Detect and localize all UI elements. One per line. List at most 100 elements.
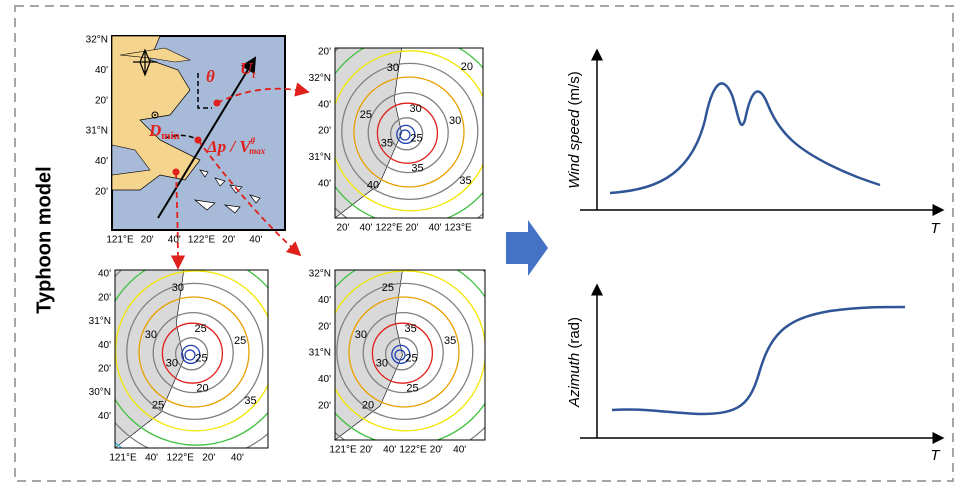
contour	[174, 337, 209, 371]
flow-arrow	[506, 220, 548, 276]
lat-label: 40'	[318, 295, 331, 306]
lon-label: 40'	[453, 445, 466, 456]
lon-label: 20'	[405, 223, 418, 234]
lat-label: 20'	[95, 95, 108, 106]
lon-label: 40'	[383, 445, 396, 456]
contour-label: 35	[459, 175, 471, 187]
ut-label: Ut	[240, 59, 256, 81]
contour	[353, 76, 465, 188]
connectors	[170, 82, 310, 270]
contour-label: 25	[195, 352, 207, 364]
contour-label: 25	[152, 400, 164, 412]
contour-label: 30	[449, 115, 461, 127]
contour	[181, 344, 201, 365]
lon-label: 122°E	[188, 235, 216, 246]
lat-label: 40'	[318, 374, 331, 385]
lon-label: 40'	[168, 235, 181, 246]
lat-label: 40'	[318, 178, 331, 189]
lat-label: 31°N	[309, 348, 331, 359]
lat-label: 20'	[95, 186, 108, 197]
contour	[362, 311, 444, 394]
map-frame	[114, 269, 269, 449]
contour-label: 30	[166, 357, 178, 369]
lat-label: 20'	[318, 321, 331, 332]
contour-label: 35	[244, 395, 256, 407]
contour-label: 30	[172, 282, 184, 294]
contour	[376, 102, 439, 164]
contour	[335, 50, 483, 212]
lon-label: 40'	[249, 235, 262, 246]
lat-label: 40'	[318, 99, 331, 110]
contour-label: 20	[196, 383, 208, 395]
dmin-label: Dmin	[148, 121, 180, 142]
contour-label: 30	[409, 103, 421, 115]
lon-label: 40'	[428, 223, 441, 234]
contour	[161, 322, 224, 384]
contour	[341, 62, 479, 201]
lat-label: 32°N	[309, 269, 331, 280]
map-frame	[334, 47, 484, 219]
lat-label: 20'	[318, 400, 331, 411]
contour-label: 25	[405, 352, 417, 364]
lat-label: 40'	[95, 156, 108, 167]
contour-label: 20	[461, 61, 473, 73]
lon-label: 122°E	[375, 223, 403, 234]
contour-label: 25	[234, 335, 246, 347]
lat-label: 32°N	[86, 35, 108, 46]
side-label: Typhoon model	[33, 166, 55, 313]
lon-label: 121°E	[329, 445, 357, 456]
dashed-frame	[14, 5, 954, 482]
contour-label: 20	[362, 400, 374, 412]
chart-y-label: Wind speed (m/s)	[566, 71, 583, 188]
lat-label: 31°N	[86, 126, 108, 137]
lon-label: 20'	[222, 235, 235, 246]
contour	[348, 296, 460, 408]
lon-label: 121°E	[106, 235, 134, 246]
contour	[152, 311, 234, 394]
lat-label: 20'	[98, 363, 111, 374]
contour	[384, 337, 419, 371]
lon-label: 40'	[359, 223, 372, 234]
contour-label: 25	[315, 137, 327, 149]
contour	[184, 349, 196, 361]
contour	[115, 270, 268, 446]
contour	[396, 124, 416, 145]
contour-label: 25	[382, 282, 394, 294]
contour-map: 25 30 25 20 30 25 25 30 35	[115, 270, 268, 448]
lon-label: 40'	[231, 453, 244, 464]
chart-y-label: Azimuth (rad)	[566, 317, 583, 408]
contour-label: 30	[376, 357, 388, 369]
contour-map: 25 35 30 35 25 30 40 30 35 25 20	[315, 48, 483, 218]
contour-label: 35	[404, 323, 416, 335]
lon-label: 122°E	[399, 445, 427, 456]
contour	[115, 270, 268, 432]
contour	[336, 282, 474, 421]
lat-label: 40'	[98, 269, 111, 280]
lon-label: 20'	[360, 445, 373, 456]
contour-label: 25	[194, 323, 206, 335]
chart-x-label: T	[930, 220, 941, 237]
lat-label: 31°N	[89, 316, 111, 327]
lon-label: 121°E	[109, 453, 137, 464]
lat-label: 31°N	[309, 152, 331, 163]
contour-label: 30	[145, 329, 157, 341]
contour-label: 25	[360, 109, 372, 121]
lat-label: 20'	[318, 126, 331, 137]
theta-label: θ	[206, 67, 215, 86]
contour-label: 35	[411, 163, 423, 175]
lat-label: 30°N	[89, 387, 111, 398]
contour	[335, 270, 485, 432]
contour-label: 35	[381, 137, 393, 149]
land	[115, 270, 185, 448]
contour-label: 30	[387, 62, 399, 74]
contour	[126, 282, 264, 421]
azimuth-curve	[611, 305, 906, 416]
contour	[389, 117, 424, 151]
lat-label: 20'	[318, 47, 331, 58]
main-map	[111, 35, 286, 231]
lon-label: 123°E	[444, 223, 472, 234]
lon-label: 20'	[141, 235, 154, 246]
wind-speed-curve	[609, 82, 881, 195]
lon-label: 20'	[430, 445, 443, 456]
